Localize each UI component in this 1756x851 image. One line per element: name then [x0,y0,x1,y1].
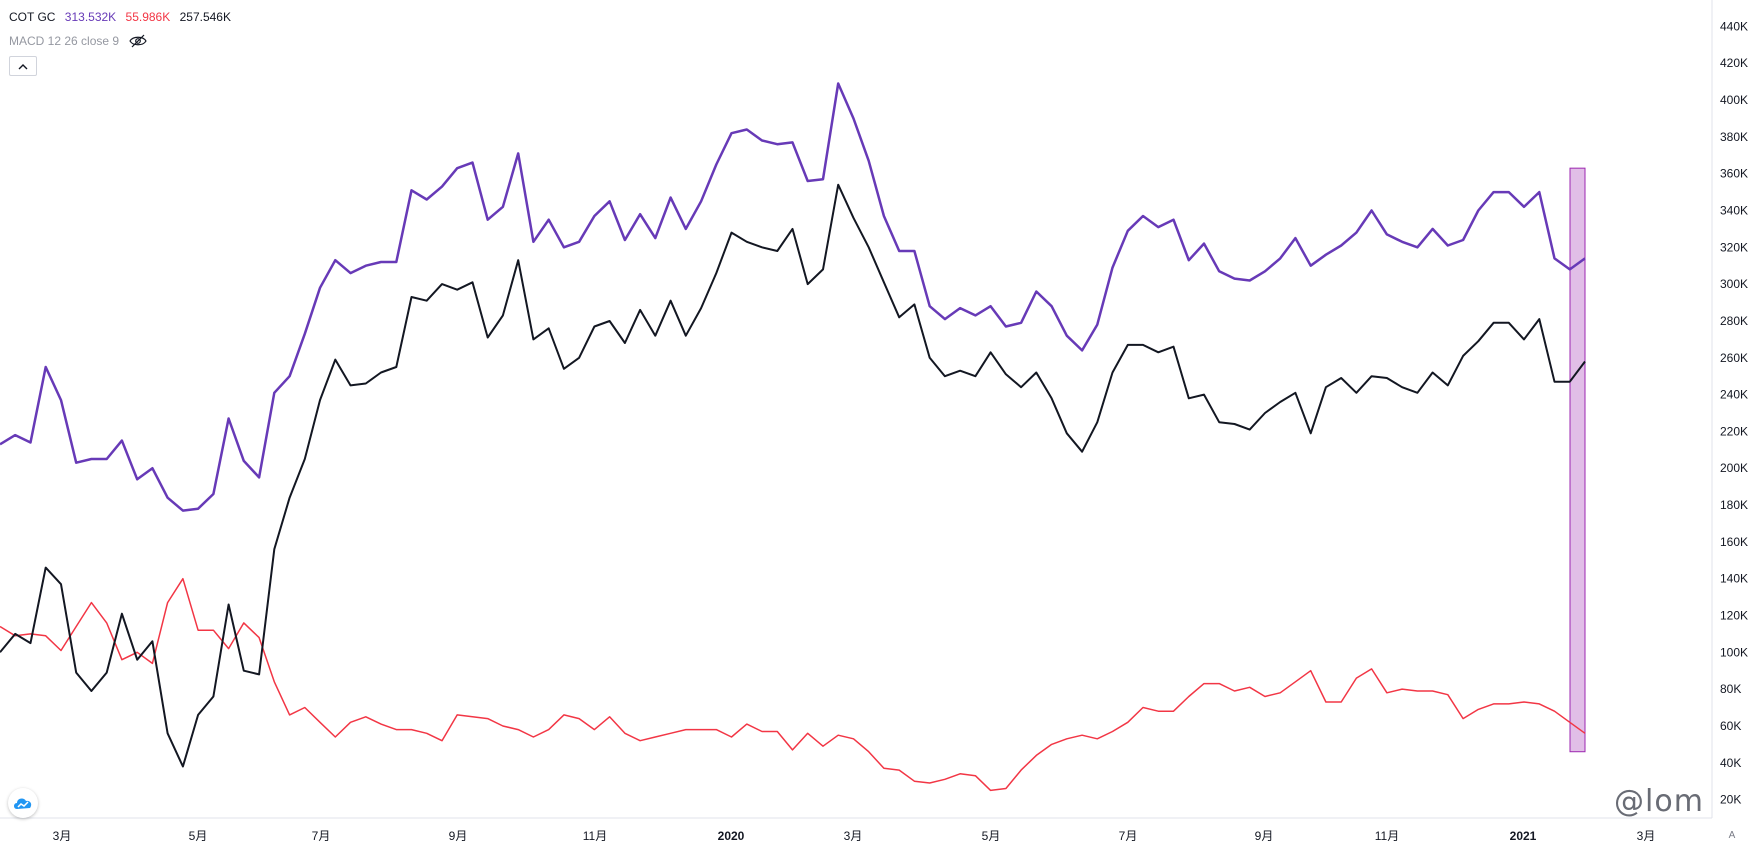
legend-value-3: 257.546K [179,10,231,24]
y-tick-label: 260K [1720,351,1748,365]
x-tick-label: 3月 [844,829,863,843]
y-tick-label: 160K [1720,535,1748,549]
series-line-1 [0,82,1586,512]
chevron-up-icon [18,63,28,69]
legend-value-1: 313.532K [64,10,117,24]
tradingview-cloud-icon[interactable] [8,788,38,818]
y-tick-label: 60K [1720,719,1741,733]
collapse-legend-button[interactable] [9,56,37,76]
y-tick-label: 20K [1720,793,1741,807]
y-tick-label: 80K [1720,682,1741,696]
x-tick-label: 2021 [1510,829,1537,843]
y-tick-label: 140K [1720,572,1748,586]
x-tick-label: 11月 [1375,829,1399,843]
indicator-label[interactable]: MACD 12 26 close 9 [9,34,120,48]
x-tick-label: 3月 [53,829,72,843]
y-tick-label: 280K [1720,314,1748,328]
series-legend: COT GC 313.532K 55.986K 257.546K [9,10,237,24]
y-tick-label: 440K [1720,19,1748,33]
x-tick-label: 5月 [189,829,208,843]
x-tick-label: 5月 [982,829,1001,843]
x-tick-label: 9月 [1255,829,1274,843]
x-tick-label: 9月 [449,829,468,843]
x-tick-label: 11月 [583,829,607,843]
y-tick-label: 120K [1720,609,1748,623]
auto-scale-button[interactable]: A [1728,829,1736,841]
y-tick-label: 200K [1720,461,1748,475]
y-tick-label: 320K [1720,240,1748,254]
eye-hidden-icon[interactable] [129,34,147,48]
highlight-region [1569,167,1586,753]
x-tick-label: 2020 [718,829,745,843]
y-tick-label: 220K [1720,424,1748,438]
legend-value-2: 55.986K [125,10,171,24]
y-tick-label: 380K [1720,130,1748,144]
y-tick-label: 180K [1720,498,1748,512]
x-tick-label: 7月 [1119,829,1138,843]
series-line-3 [0,183,1586,768]
watermark-text: @lom [1614,784,1704,819]
y-tick-label: 420K [1720,56,1748,70]
x-tick-label: 7月 [312,829,331,843]
y-tick-label: 100K [1720,645,1748,659]
symbol-label[interactable]: COT GC [9,10,56,24]
y-tick-label: 40K [1720,756,1741,770]
indicator-legend: MACD 12 26 close 9 [9,34,147,48]
y-tick-label: 360K [1720,167,1748,181]
y-tick-label: 400K [1720,93,1748,107]
y-tick-label: 300K [1720,277,1748,291]
x-tick-label: 3月 [1637,829,1656,843]
series-line-2 [0,577,1586,792]
y-tick-label: 240K [1720,388,1748,402]
y-tick-label: 340K [1720,204,1748,218]
